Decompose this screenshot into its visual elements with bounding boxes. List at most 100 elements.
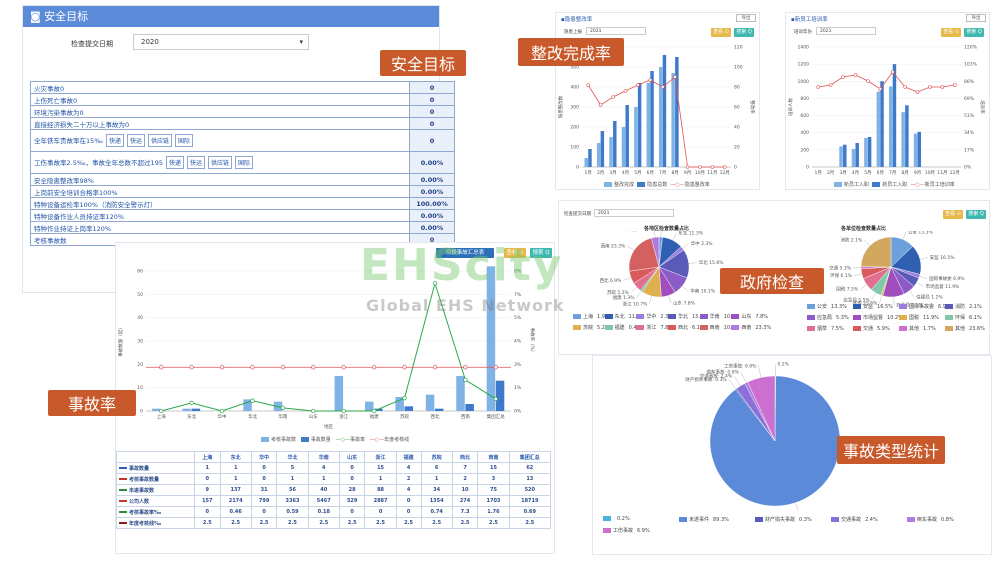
table-header-cell: 西北 <box>451 451 479 463</box>
business-chip[interactable]: 供应链 <box>208 156 233 169</box>
newhire-view-button[interactable]: 查看 ⊙ <box>941 28 961 37</box>
pie-leader <box>682 243 689 249</box>
bar <box>621 127 626 167</box>
legend-item[interactable]: 上海 1.9% <box>573 313 610 320</box>
legend-item[interactable]: 福建 0.4% <box>604 324 641 331</box>
legend-item[interactable]: 未遂事件 89.3% <box>679 516 729 523</box>
rect-view-button[interactable]: 查看 ⊙ <box>711 28 731 37</box>
acc-view-button[interactable]: 查看 ⊙ <box>504 248 526 258</box>
rate-point <box>940 85 945 89</box>
business-chip[interactable]: 快递 <box>165 156 184 169</box>
y-tick-label: 10 <box>137 385 143 391</box>
safety-row-label: 特种设备运检率100%（消防安全警示灯） <box>30 197 410 210</box>
y-tick-label: 400 <box>800 130 809 136</box>
y-tick-label: 40 <box>137 315 143 321</box>
rate-line <box>161 281 497 412</box>
bar <box>634 107 638 167</box>
rate-point <box>841 75 845 79</box>
newhire-search-button[interactable]: 搜索 Q <box>964 28 984 37</box>
rect-year-select[interactable]: 2021 <box>586 27 646 35</box>
x-tick-label: 7月 <box>659 170 666 176</box>
legend-item[interactable]: 市场监督 10.2% <box>853 314 903 321</box>
legend-item[interactable]: 国税 11.9% <box>899 314 939 321</box>
rate-point <box>866 79 870 83</box>
safety-row-value: 0.00% <box>409 151 455 174</box>
pie-leader <box>688 262 697 264</box>
gov-search-button[interactable]: 搜索 Q <box>966 210 986 219</box>
table-cell: 0.59 <box>276 506 309 518</box>
legend-item[interactable]: 烟草 7.5% <box>807 325 844 332</box>
legend-item[interactable]: 公安 13.3% <box>807 303 847 310</box>
newhire-panel: ▪新员工培训率 导出 培训年份 2021 查看 ⊙ 搜索 Q 0 0% 200 17%… <box>785 12 990 190</box>
x-tick-label: 1月 <box>815 170 822 176</box>
legend-item[interactable]: 山东 7.8% <box>731 313 768 320</box>
x-tick-label: 4月 <box>622 170 629 176</box>
acc-search-button[interactable]: 搜索 Q <box>530 248 552 258</box>
table-cell: 28 <box>338 484 366 496</box>
bar <box>905 105 909 167</box>
rect-year-label: 隐患上报 <box>564 30 582 35</box>
bar <box>892 64 897 167</box>
business-chip[interactable]: 快递 <box>106 134 125 147</box>
legend-item[interactable]: 消防 2.1% <box>945 303 982 310</box>
x-tick-label: 5月 <box>864 170 871 176</box>
bar <box>671 73 675 167</box>
legend-item[interactable]: 其他 23.6% <box>945 325 985 332</box>
business-chip[interactable]: 快运 <box>127 134 146 147</box>
legend-item[interactable]: 西北 6.1% <box>668 324 705 331</box>
legend-item[interactable]: 西南 23.3% <box>731 324 771 331</box>
legend-item[interactable]: 其他 1.7% <box>899 325 936 332</box>
legend-item[interactable]: 安监 16.5% <box>853 303 893 310</box>
pie-label: 应急局 5.5% <box>843 296 870 303</box>
year-select[interactable]: 2020 ▾ <box>133 34 309 50</box>
legend-item[interactable]: 交通事故 2.4% <box>831 516 878 523</box>
x-tick-label: 6月 <box>877 170 884 176</box>
legend-item[interactable]: 应急局 5.3% <box>807 314 849 321</box>
pie-label: 公安 13.3% <box>908 231 933 236</box>
gov-year-select[interactable]: 2021 <box>594 209 674 217</box>
legend-item[interactable]: 倒车事故 0.8% <box>907 516 954 523</box>
table-cell: 2.5 <box>194 517 221 529</box>
table-cell: 56 <box>276 484 309 496</box>
table-cell: 0 <box>194 473 221 485</box>
pie-leader <box>919 257 928 260</box>
business-chip[interactable]: 国际 <box>235 156 254 169</box>
legend-item[interactable]: 财产损失事故 0.3% <box>755 516 812 523</box>
legend-item[interactable]: 0.2% <box>603 516 630 522</box>
table-header-cell: 西南 <box>477 451 510 463</box>
chevron-down-icon: ▾ <box>299 38 303 46</box>
legend-item[interactable]: 浙江 7.8% <box>636 324 673 331</box>
legend-item[interactable]: 华中 2.3% <box>636 313 673 320</box>
accident-summary-table: 上海 东北 华中 华北 华南 山东 浙江 福建 苏皖 西北 西南 集团汇总 事故数量 1 1 0 5 4 0 15 4 6… <box>115 451 552 529</box>
target-point <box>159 365 164 370</box>
toggle-summary-button[interactable]: 切换事故汇总表 <box>436 248 494 258</box>
newhire-year-select[interactable]: 2021 <box>816 27 876 35</box>
newhire-export-button[interactable]: 导出 <box>966 14 986 22</box>
rect-export-button[interactable]: 导出 <box>736 14 756 22</box>
legend-item[interactable]: 工伤事故 6.9% <box>603 527 650 534</box>
legend-item[interactable]: 环保 6.1% <box>945 314 982 321</box>
table-header-cell: 华中 <box>250 451 278 463</box>
y2-tick-label: 5% <box>514 315 522 321</box>
bar <box>495 380 505 411</box>
rect-search-button[interactable]: 搜索 Q <box>734 28 754 37</box>
y2-axis-label: 整改率 <box>749 100 756 114</box>
business-chip[interactable]: 国际 <box>175 134 194 147</box>
row-label: 年度考核线‰ <box>115 517 196 529</box>
pie-leader <box>864 239 871 246</box>
x-tick-label: 1月 <box>585 170 592 176</box>
legend-item[interactable]: 苏皖 5.2% <box>573 324 610 331</box>
row-label: 考核事故数量 <box>115 473 196 485</box>
table-cell: 0 <box>395 495 422 507</box>
gov-view-button[interactable]: 查看 ⊙ <box>943 210 963 219</box>
table-cell: 4 <box>395 484 422 496</box>
business-chip[interactable]: 快运 <box>186 156 205 169</box>
business-chip[interactable]: 供应链 <box>148 134 173 147</box>
x-tick-label: 10月 <box>925 170 935 176</box>
safety-row-value: 0 <box>409 117 455 130</box>
legend-item[interactable]: 交通 5.9% <box>853 325 890 332</box>
pie-label: 华南 10.1% <box>690 288 715 295</box>
safety-row: 上伤死亡事故0 0 <box>30 93 455 106</box>
bar <box>600 131 605 167</box>
